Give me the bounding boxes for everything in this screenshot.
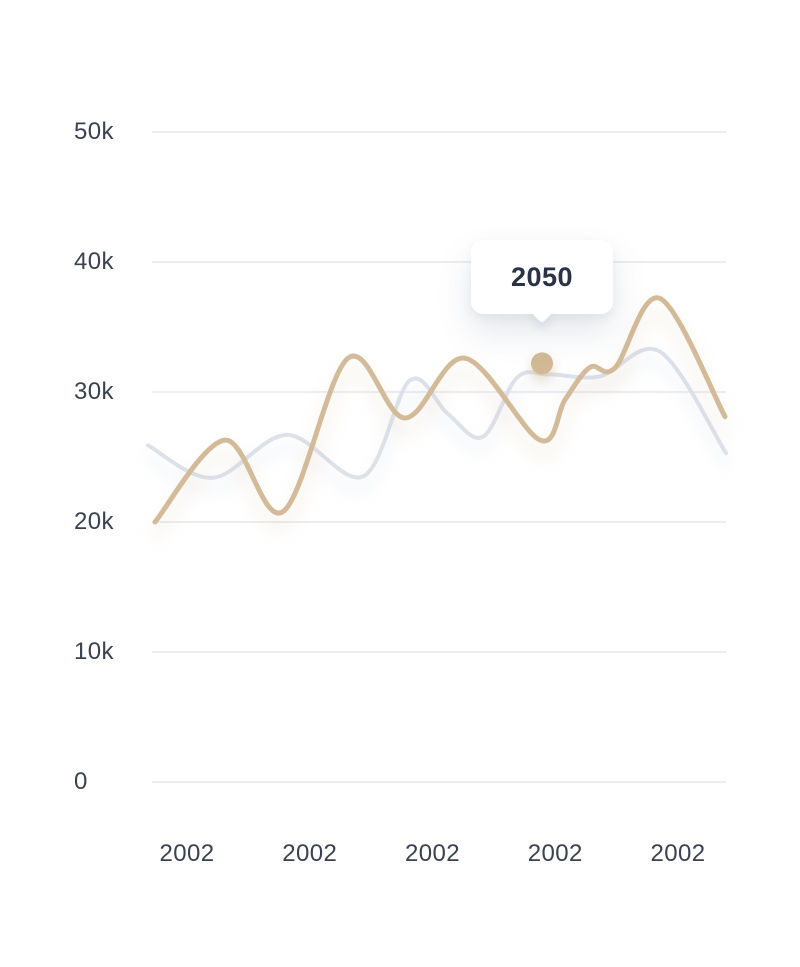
x-axis-label: 2002: [405, 840, 460, 867]
y-axis-label: 20k: [74, 508, 114, 535]
x-axis-label: 2002: [282, 840, 338, 867]
x-axis-label: 2002: [159, 840, 215, 867]
tooltip: 2050: [471, 240, 613, 324]
x-axis-label: 2002: [527, 840, 583, 867]
y-axis-label: 40k: [74, 248, 114, 275]
x-axis-label: 2002: [650, 840, 706, 867]
active-point-marker[interactable]: [531, 352, 553, 375]
y-axis-label: 0: [74, 768, 88, 795]
tooltip-label: 2050: [510, 261, 574, 292]
y-axis-label: 50k: [74, 118, 114, 145]
secondary-series-line: [146, 346, 728, 480]
y-axis-label: 10k: [74, 638, 114, 665]
y-axis-label: 30k: [74, 378, 114, 405]
gridlines: [152, 131, 726, 783]
primary-series-line: [152, 295, 728, 525]
